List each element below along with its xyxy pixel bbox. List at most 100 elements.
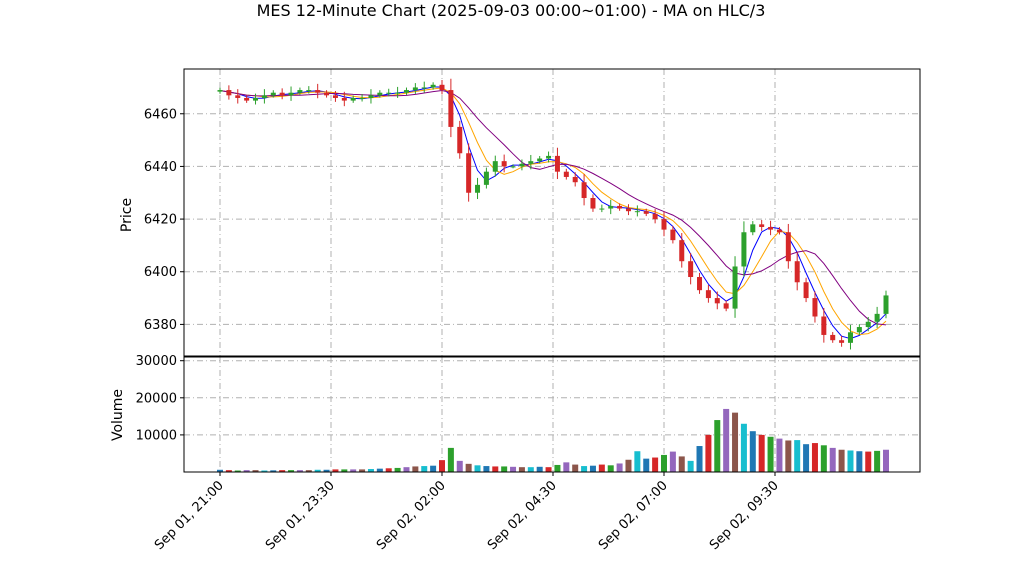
volume-bar: [820, 445, 827, 472]
candle-body: [377, 92, 383, 96]
volume-bar: [403, 467, 410, 472]
candle-body: [306, 90, 312, 92]
candle-body: [439, 84, 445, 91]
candle-body: [226, 90, 232, 96]
volume-bar: [261, 470, 268, 472]
volume-bar: [465, 463, 472, 472]
candle-body: [697, 277, 703, 291]
ma-slow-line: [219, 89, 887, 326]
volume-bar: [634, 451, 641, 472]
volume-bar: [572, 464, 579, 472]
price-gridlines: [184, 69, 920, 356]
volume-bar: [616, 463, 623, 472]
volume-bar: [518, 467, 525, 472]
volume-bar: [359, 469, 366, 472]
volume-bar: [234, 470, 241, 472]
volume-bar: [776, 438, 783, 472]
candle-body: [466, 153, 472, 193]
candle-body: [830, 334, 836, 341]
volume-bar: [696, 446, 703, 472]
candle-body: [457, 126, 463, 154]
volume-bar: [279, 470, 286, 472]
volume-bar: [332, 469, 339, 472]
volume-bar: [767, 436, 774, 472]
volume-bar: [652, 457, 659, 472]
x-tick-label: Sep 02, 09:30: [707, 478, 782, 553]
volume-bar: [687, 460, 694, 472]
candle-body: [341, 97, 347, 101]
candle-body: [395, 92, 401, 94]
candle-body: [821, 316, 827, 335]
candle-body: [634, 211, 640, 213]
x-tick-label: Sep 01, 21:00: [152, 478, 227, 553]
price-tick-label: 6420: [144, 213, 177, 228]
volume-bar: [439, 460, 445, 472]
volume-bar: [758, 434, 765, 472]
candle-body: [874, 313, 880, 322]
candle-body: [625, 208, 631, 212]
x-tick-label: Sep 02, 04:30: [485, 478, 560, 553]
volume-tick-label: 20000: [136, 391, 177, 406]
candle-body: [768, 226, 774, 230]
volume-bar: [376, 468, 383, 472]
candle-body: [510, 166, 516, 168]
candle-body: [839, 340, 845, 343]
volume-bar: [545, 467, 552, 472]
volume-bar: [563, 462, 570, 472]
candle-body: [537, 158, 543, 162]
volume-bar: [421, 466, 428, 472]
volume-bar: [847, 450, 854, 472]
volume-bar: [811, 443, 818, 472]
volume-bar: [501, 466, 508, 472]
candle-body: [581, 182, 587, 199]
volume-plot-frame: [183, 356, 921, 473]
candle-body: [324, 92, 330, 96]
volume-bar: [838, 449, 845, 472]
volume-bar: [607, 465, 614, 472]
candle-body: [244, 97, 250, 101]
volume-bar: [705, 434, 712, 472]
volume-bar: [217, 469, 223, 472]
candle-body: [599, 208, 605, 210]
volume-bar: [492, 466, 499, 472]
volume-bar: [785, 440, 792, 472]
candle-body: [235, 95, 241, 98]
volume-bar: [296, 470, 303, 472]
volume-bar: [252, 470, 259, 472]
volume-bar: [883, 449, 889, 472]
candle-body: [803, 282, 809, 299]
candle-body: [670, 229, 676, 241]
candle-body: [501, 161, 507, 167]
volume-bar: [723, 408, 730, 472]
price-plot-frame: [183, 68, 921, 357]
volume-bar: [749, 431, 756, 472]
volume-bar: [350, 469, 357, 472]
candle-body: [528, 161, 534, 164]
volume-bar: [669, 451, 676, 472]
price-y-ticks: 6380 6400 6420 6440 6460: [144, 107, 184, 333]
volume-bar: [305, 470, 312, 472]
volume-bar: [856, 451, 863, 472]
volume-bar: [678, 456, 685, 472]
candles: [217, 78, 889, 350]
volume-bar: [581, 466, 588, 472]
volume-bar: [314, 469, 321, 472]
candle-body: [412, 87, 418, 91]
volume-bar: [323, 469, 330, 472]
ma-mid-line: [219, 87, 887, 336]
volume-bar: [794, 440, 801, 472]
volume-bar: [527, 467, 534, 472]
candle-body: [723, 303, 729, 309]
volume-bar: [270, 470, 277, 472]
x-tick-label: Sep 02, 02:00: [374, 478, 449, 553]
volume-bar: [243, 470, 250, 472]
volume-bar: [474, 465, 481, 472]
volume-bar: [367, 469, 374, 472]
volume-bar: [803, 444, 810, 472]
x-ticks: Sep 01, 21:00 Sep 01, 23:30 Sep 02, 02:00 S…: [152, 472, 782, 553]
volume-bar: [225, 470, 232, 472]
candle-body: [776, 229, 782, 233]
volume-bar: [394, 467, 401, 472]
candle-body: [759, 224, 765, 227]
